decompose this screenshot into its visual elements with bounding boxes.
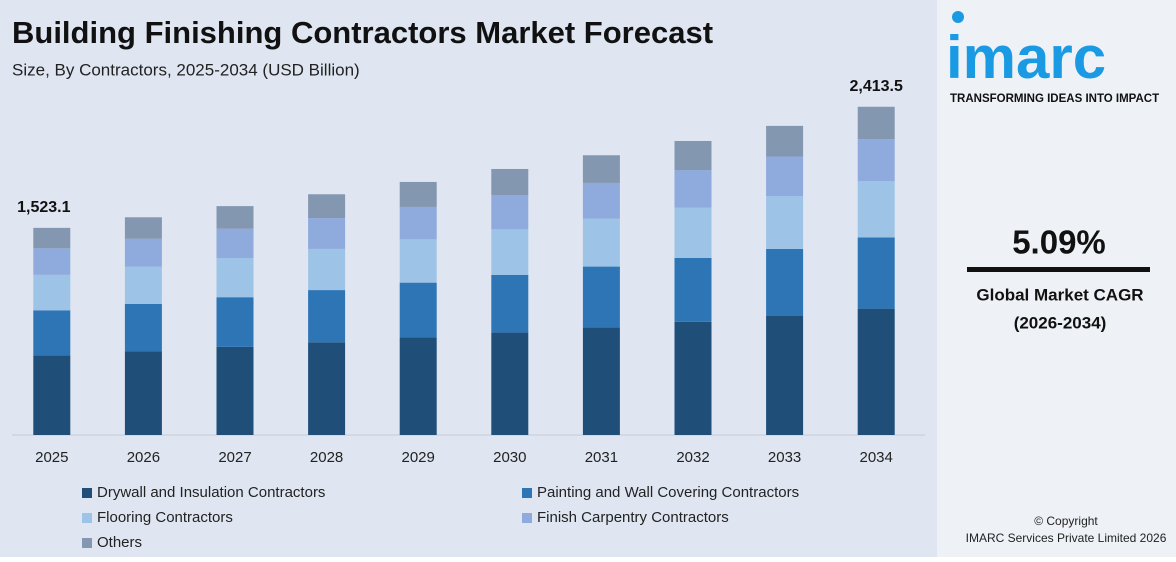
side-panel — [937, 0, 1176, 557]
bar-segment — [674, 321, 712, 435]
bar-segment — [216, 206, 254, 229]
total-label: 1,523.1 — [17, 199, 70, 216]
bar-segment — [399, 206, 437, 240]
bar-segment — [33, 310, 71, 356]
copyright: © Copyright — [1034, 514, 1098, 528]
bar-segment — [674, 140, 712, 171]
bar-segment — [491, 229, 529, 275]
bar-segment — [582, 266, 620, 328]
bar-segment — [124, 303, 162, 352]
bar-segment — [308, 248, 346, 291]
bar-segment — [216, 346, 254, 435]
bar-segment — [216, 228, 254, 259]
bar-segment — [766, 125, 804, 157]
company: IMARC Services Private Limited 2026 — [966, 531, 1167, 545]
bar-segment — [124, 351, 162, 435]
bar-segment — [33, 355, 71, 435]
x-tick-label: 2029 — [402, 449, 435, 466]
bar-segment — [216, 297, 254, 347]
x-tick-label: 2032 — [676, 449, 709, 466]
bar-segment — [674, 257, 712, 322]
bar-segment — [582, 155, 620, 183]
cagr-rule — [967, 267, 1150, 272]
bar-segment — [33, 274, 71, 311]
x-tick-label: 2030 — [493, 449, 526, 466]
cagr-period: (2026-2034) — [1014, 313, 1107, 332]
legend-swatch — [522, 488, 532, 498]
x-tick-label: 2027 — [218, 449, 251, 466]
bar-segment — [124, 217, 162, 239]
legend-label: Finish Carpentry Contractors — [537, 509, 729, 526]
bar-segment — [857, 139, 895, 182]
bar-segment — [491, 274, 529, 333]
bar-segment — [216, 258, 254, 298]
legend-label: Painting and Wall Covering Contractors — [537, 484, 799, 501]
bar-segment — [124, 238, 162, 267]
bar-segment — [674, 207, 712, 258]
bar-segment — [766, 196, 804, 249]
bar-segment — [399, 239, 437, 283]
logo-dot — [952, 11, 964, 23]
legend-swatch — [82, 513, 92, 523]
total-label: 2,413.5 — [850, 78, 903, 95]
chart-title: Building Finishing Contractors Market Fo… — [12, 15, 713, 50]
legend-label: Drywall and Insulation Contractors — [97, 484, 325, 501]
bar-segment — [33, 227, 71, 249]
bar-segment — [33, 248, 71, 275]
legend-swatch — [522, 513, 532, 523]
bar-segment — [582, 218, 620, 267]
bar-segment — [766, 248, 804, 316]
bar-segment — [491, 195, 529, 230]
x-tick-label: 2033 — [768, 449, 801, 466]
bar-segment — [857, 237, 895, 309]
bar-segment — [399, 282, 437, 338]
legend-label: Others — [97, 534, 142, 551]
bar-segment — [308, 194, 346, 219]
bar-segment — [766, 315, 804, 435]
chart-subtitle: Size, By Contractors, 2025-2034 (USD Bil… — [12, 60, 360, 79]
cagr-label: Global Market CAGR — [976, 285, 1143, 304]
bar-segment — [582, 327, 620, 435]
bar-segment — [857, 308, 895, 435]
bar-segment — [582, 182, 620, 219]
cagr-value: 5.09% — [1012, 224, 1106, 261]
bar-segment — [308, 342, 346, 435]
bar-segment — [399, 181, 437, 207]
bar-segment — [308, 290, 346, 343]
x-tick-label: 2025 — [35, 449, 68, 466]
bar-segment — [491, 168, 529, 196]
legend-swatch — [82, 538, 92, 548]
bar-segment — [399, 337, 437, 435]
legend-swatch — [82, 488, 92, 498]
bar-segment — [857, 181, 895, 238]
x-tick-label: 2031 — [585, 449, 618, 466]
bar-segment — [308, 218, 346, 249]
tagline: TRANSFORMING IDEAS INTO IMPACT — [950, 93, 1159, 105]
bar-segment — [766, 156, 804, 197]
logo: imarc — [946, 24, 1106, 91]
x-tick-label: 2028 — [310, 449, 343, 466]
bar-segment — [124, 266, 162, 304]
bar-segment — [857, 106, 895, 140]
bar-segment — [674, 170, 712, 208]
legend-label: Flooring Contractors — [97, 509, 233, 526]
bar-segment — [491, 332, 529, 435]
x-tick-label: 2034 — [860, 449, 893, 466]
x-tick-label: 2026 — [127, 449, 160, 466]
